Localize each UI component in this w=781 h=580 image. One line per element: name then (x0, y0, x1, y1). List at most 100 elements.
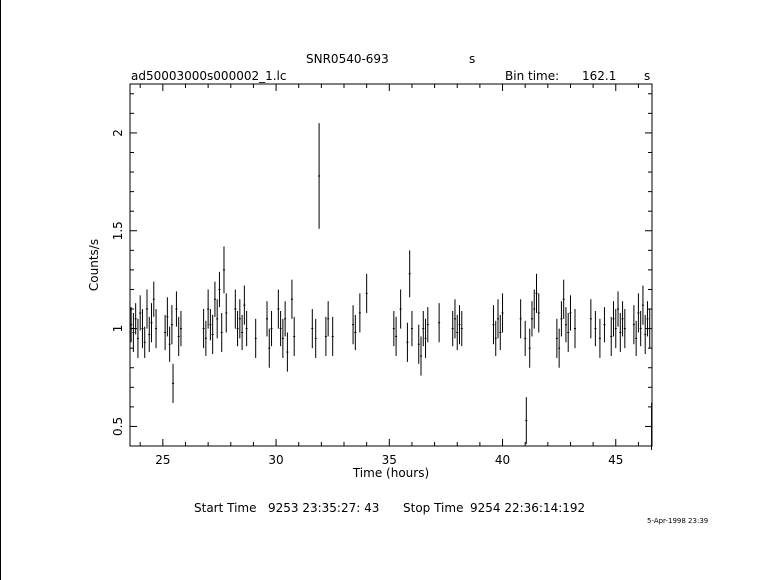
x-axis-label: Time (hours) (352, 466, 429, 480)
data-point (574, 309, 577, 349)
data-point (562, 279, 565, 319)
y-tick-label: 1 (111, 325, 125, 333)
x-tick-label: 30 (268, 453, 283, 467)
data-point (268, 328, 271, 368)
data-point (589, 299, 592, 339)
data-point (141, 309, 144, 349)
data-point (530, 301, 533, 337)
data-point (639, 310, 642, 347)
data-point (175, 291, 178, 327)
data-point (284, 301, 287, 337)
y-tick-label: 1.5 (111, 221, 125, 240)
data-point (564, 307, 567, 343)
start-time-label: Start Time (194, 501, 257, 515)
data-point (293, 316, 296, 356)
data-point (603, 307, 606, 343)
data-point (236, 310, 239, 347)
data-point (286, 332, 289, 372)
data-point (637, 293, 640, 333)
data-point (365, 273, 368, 313)
data-point (164, 314, 167, 351)
data-point (220, 312, 223, 353)
data-point (177, 316, 180, 356)
stop-time-value: 9254 22:36:14:192 (470, 501, 586, 515)
data-point (635, 320, 638, 356)
data-point (417, 324, 420, 364)
data-point (623, 309, 626, 349)
data-point (318, 123, 321, 229)
data-point (277, 289, 280, 329)
data-point (143, 326, 146, 358)
data-point (290, 279, 293, 319)
data-point (492, 305, 495, 345)
data-point (234, 289, 237, 329)
data-point (145, 289, 148, 329)
x-tick-label: 25 (155, 453, 170, 467)
data-point (619, 312, 622, 353)
data-point (501, 293, 504, 333)
data-point (392, 310, 395, 347)
data-point (216, 299, 219, 339)
data-point (537, 293, 540, 333)
data-point (155, 309, 158, 349)
data-point (533, 289, 536, 329)
data-point (331, 316, 334, 356)
data-point (426, 307, 429, 343)
data-point (238, 299, 241, 339)
data-point (130, 307, 133, 343)
data-point (438, 303, 441, 343)
data-point (610, 316, 613, 356)
data-point (241, 314, 244, 351)
data-point (406, 322, 409, 362)
data-point (641, 285, 644, 325)
data-point (218, 271, 221, 308)
data-point (560, 301, 563, 337)
data-point (612, 301, 615, 337)
data-point (494, 320, 497, 356)
data-point (148, 316, 151, 353)
data-point (524, 320, 527, 356)
data-point (266, 301, 269, 337)
data-point (209, 309, 212, 341)
data-point (150, 303, 153, 343)
data-point (270, 310, 273, 347)
data-point (408, 250, 411, 298)
data-point (499, 314, 502, 351)
data-point (170, 305, 173, 345)
data-point (451, 310, 454, 347)
data-point (617, 291, 620, 327)
data-point (213, 281, 216, 317)
data-point (648, 309, 651, 349)
date-stamp: 5-Apr-1998 23:39 (647, 517, 709, 525)
data-point (166, 297, 169, 337)
data-point (567, 312, 570, 353)
data-points (130, 123, 653, 450)
data-point (139, 295, 142, 331)
x-tick-label: 40 (495, 453, 510, 467)
data-point (558, 328, 561, 368)
data-point (519, 299, 522, 339)
file-name: ad50003000s000002_1.lc (131, 69, 287, 83)
start-time-value: 9253 23:35:27: 43 (268, 501, 380, 515)
data-point (569, 295, 572, 331)
data-point (646, 301, 649, 337)
data-point (650, 402, 653, 450)
stop-time-label: Stop Time (403, 501, 464, 515)
data-point (136, 318, 139, 358)
data-point (420, 336, 423, 376)
data-point (243, 285, 246, 325)
data-point (327, 301, 330, 337)
window-left-border (0, 0, 1, 580)
data-point (132, 312, 135, 353)
data-point (555, 318, 558, 358)
data-point (528, 328, 531, 368)
data-point (644, 314, 647, 355)
data-point (424, 318, 427, 358)
data-point (456, 314, 459, 351)
data-point (632, 305, 635, 345)
data-point (222, 246, 225, 294)
data-point (352, 305, 355, 345)
bin-time-label: Bin time: (505, 69, 560, 83)
data-point (152, 281, 155, 317)
data-point (254, 318, 257, 358)
